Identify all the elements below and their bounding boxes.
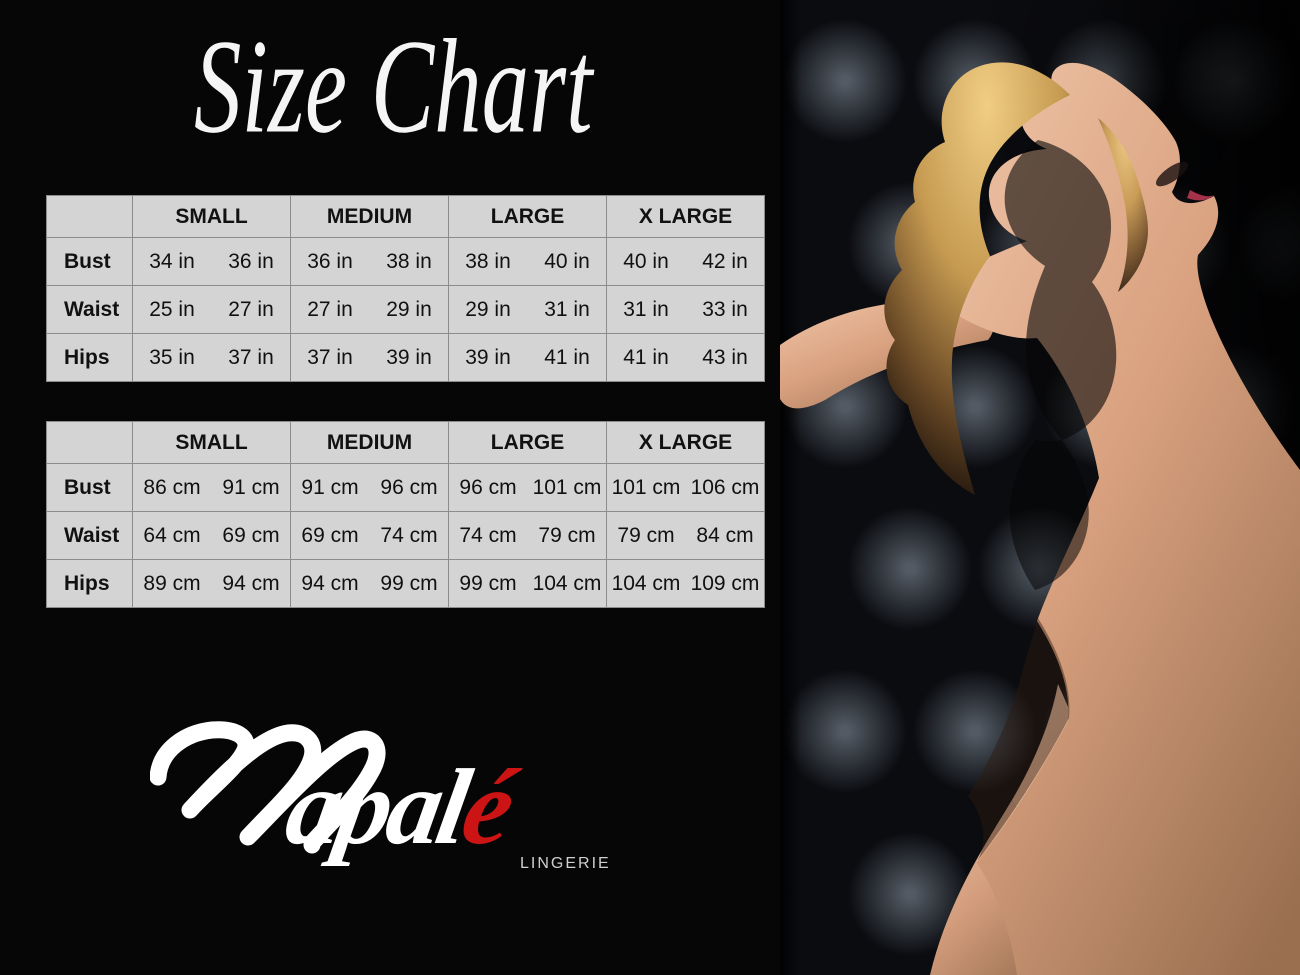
svg-text:LINGERIE: LINGERIE xyxy=(520,855,611,872)
svg-text:apalé: apalé xyxy=(278,747,527,867)
